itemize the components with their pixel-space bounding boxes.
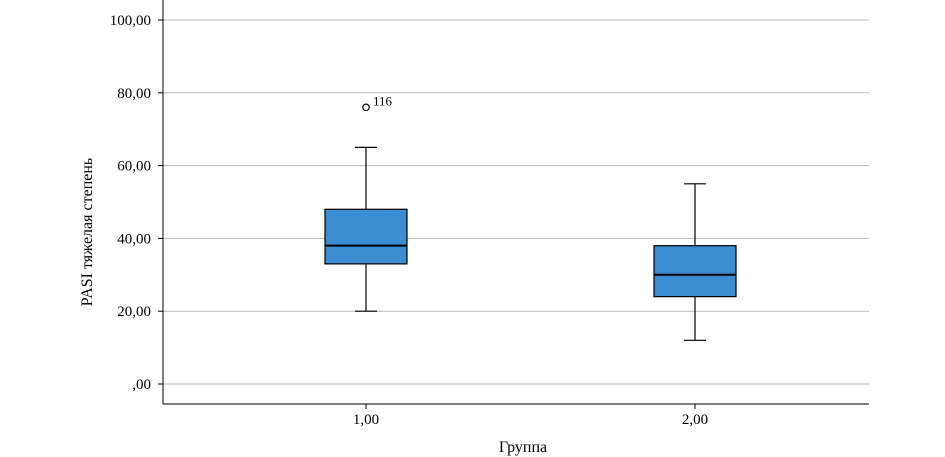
boxes: 116 bbox=[324, 93, 737, 341]
y-tick-label: 20,00 bbox=[117, 304, 151, 320]
y-tick-label: 60,00 bbox=[117, 159, 151, 175]
outlier-point bbox=[362, 103, 370, 112]
y-tick-labels: ,00 20,00 40,00 60,00 80,00 100,00 bbox=[110, 13, 163, 393]
axes bbox=[162, 0, 869, 405]
x-tick-labels: 1,00 2,00 bbox=[353, 404, 708, 428]
x-tick-label: 1,00 bbox=[353, 412, 379, 428]
y-tick-label: 100,00 bbox=[110, 13, 151, 29]
outlier-label: 116 bbox=[373, 93, 393, 108]
y-tick-label: 80,00 bbox=[117, 86, 151, 102]
box-group: 116 bbox=[324, 93, 408, 312]
iqr-box bbox=[324, 208, 408, 265]
box-group bbox=[653, 183, 737, 341]
y-tick-label: 40,00 bbox=[117, 231, 151, 247]
y-axis-title: PASI тяжелая степень bbox=[79, 158, 96, 306]
x-tick-label: 2,00 bbox=[682, 412, 708, 428]
iqr-box bbox=[653, 245, 737, 298]
gridlines bbox=[163, 19, 869, 385]
y-tick-label: ,00 bbox=[132, 377, 151, 393]
x-axis-title: Группа bbox=[499, 439, 547, 456]
